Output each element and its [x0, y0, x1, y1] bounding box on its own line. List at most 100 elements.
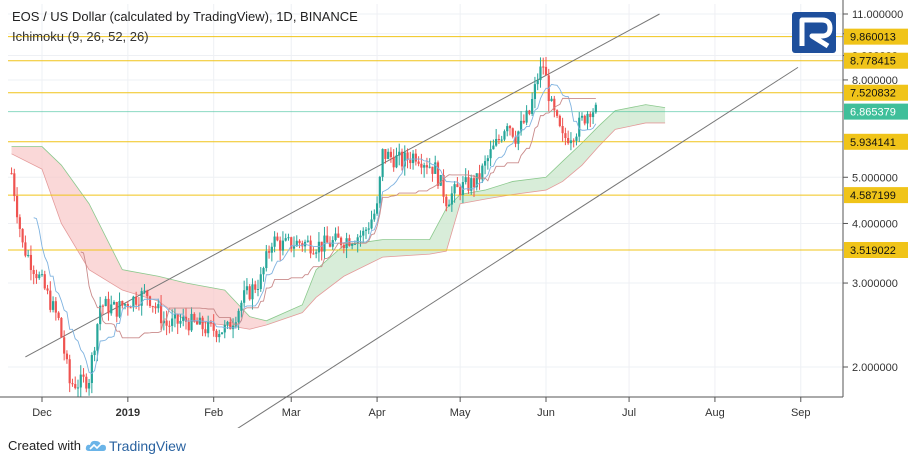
tenkan-sen-line [33, 83, 597, 375]
candle [326, 226, 329, 243]
candle [107, 291, 110, 321]
time-tick-label: Jul [622, 407, 636, 419]
candle [594, 102, 597, 114]
candle [553, 95, 556, 118]
candle [101, 304, 105, 315]
candle [544, 57, 548, 76]
candle [243, 280, 246, 307]
candle [51, 296, 55, 313]
candle [267, 245, 271, 259]
chart-title: EOS / US Dollar (calculated by TradingVi… [12, 9, 358, 24]
candle [93, 346, 96, 362]
candle [209, 319, 213, 327]
candle [49, 281, 52, 313]
candle [591, 108, 595, 124]
channel-upper-line [25, 13, 660, 358]
candle [212, 314, 215, 337]
candle [572, 138, 575, 148]
candle [190, 307, 193, 332]
time-tick-label: May [450, 407, 471, 419]
candle [378, 175, 381, 209]
time-axis: Dec 2019 Feb Mar Apr May Jun Jul Aug Sep [32, 397, 811, 419]
candles [10, 57, 597, 398]
level-price-tag [844, 84, 908, 101]
candle [381, 148, 384, 182]
candle [367, 222, 370, 235]
candle [118, 292, 121, 319]
candle [184, 307, 188, 330]
candle [362, 227, 365, 244]
created-with-label: Created with [8, 438, 81, 453]
time-tick-label: Feb [204, 407, 223, 419]
candle [218, 329, 221, 343]
indicator-label: Ichimoku (9, 26, 52, 26) [12, 29, 149, 44]
price-channel [25, 13, 799, 445]
candle [223, 320, 226, 339]
candle [389, 147, 393, 163]
candle [35, 269, 38, 284]
level-price-tag [844, 187, 908, 204]
last-price-label: 6.865379 [850, 107, 896, 119]
candle [453, 181, 456, 203]
candle [13, 168, 16, 202]
candle [375, 196, 379, 216]
level-price-label: 3.519022 [850, 245, 896, 257]
candle [87, 378, 91, 396]
candle [281, 231, 285, 256]
candle [467, 170, 470, 194]
candle [90, 352, 93, 394]
candle [43, 270, 46, 291]
price-axis: 11.00000010.0000009.0000008.0000005.0000… [843, 9, 908, 374]
level-price-label: 9.860013 [850, 32, 896, 44]
candle [555, 109, 559, 119]
candle [342, 242, 345, 254]
last-price-tag [844, 103, 908, 120]
candle [18, 214, 21, 238]
candle [126, 301, 129, 316]
level-price-label: 4.587199 [850, 190, 896, 202]
candle [370, 210, 373, 230]
candle [115, 301, 118, 323]
horizontal-levels [8, 36, 843, 251]
level-price-tag [844, 241, 908, 258]
price-tick-label: 5.000000 [852, 172, 898, 184]
candle [536, 73, 539, 91]
candle [511, 127, 514, 139]
candle [550, 96, 553, 102]
candle [132, 295, 135, 312]
candle [481, 163, 484, 184]
candle [489, 140, 492, 167]
candle [589, 111, 592, 128]
time-tick-label: 2019 [116, 407, 140, 419]
candle [420, 153, 423, 175]
candle [251, 278, 254, 310]
candle [279, 236, 282, 261]
candle [409, 151, 412, 170]
chart-frame: 11.00000010.0000009.0000008.0000005.0000… [0, 0, 908, 445]
cloud-bullish [266, 104, 666, 325]
candle [328, 236, 332, 248]
candle [417, 156, 420, 167]
candle [450, 186, 453, 212]
candle [423, 162, 426, 178]
candle [472, 174, 476, 198]
candle [522, 114, 525, 125]
candle [207, 315, 210, 338]
candle [403, 145, 406, 176]
candle [173, 307, 177, 328]
candle [270, 242, 273, 262]
candle [254, 280, 257, 294]
tradingview-link[interactable]: TradingView [108, 437, 187, 454]
candle [569, 132, 573, 151]
candle [561, 117, 564, 142]
level-price-label: 5.934141 [850, 137, 896, 149]
candle [176, 313, 179, 335]
time-tick-label: Apr [369, 407, 386, 419]
candle [10, 167, 13, 175]
candle [140, 287, 143, 316]
candle [387, 148, 390, 160]
candle [256, 279, 260, 297]
candle [143, 284, 146, 294]
candle [517, 130, 520, 151]
candle [531, 92, 534, 116]
